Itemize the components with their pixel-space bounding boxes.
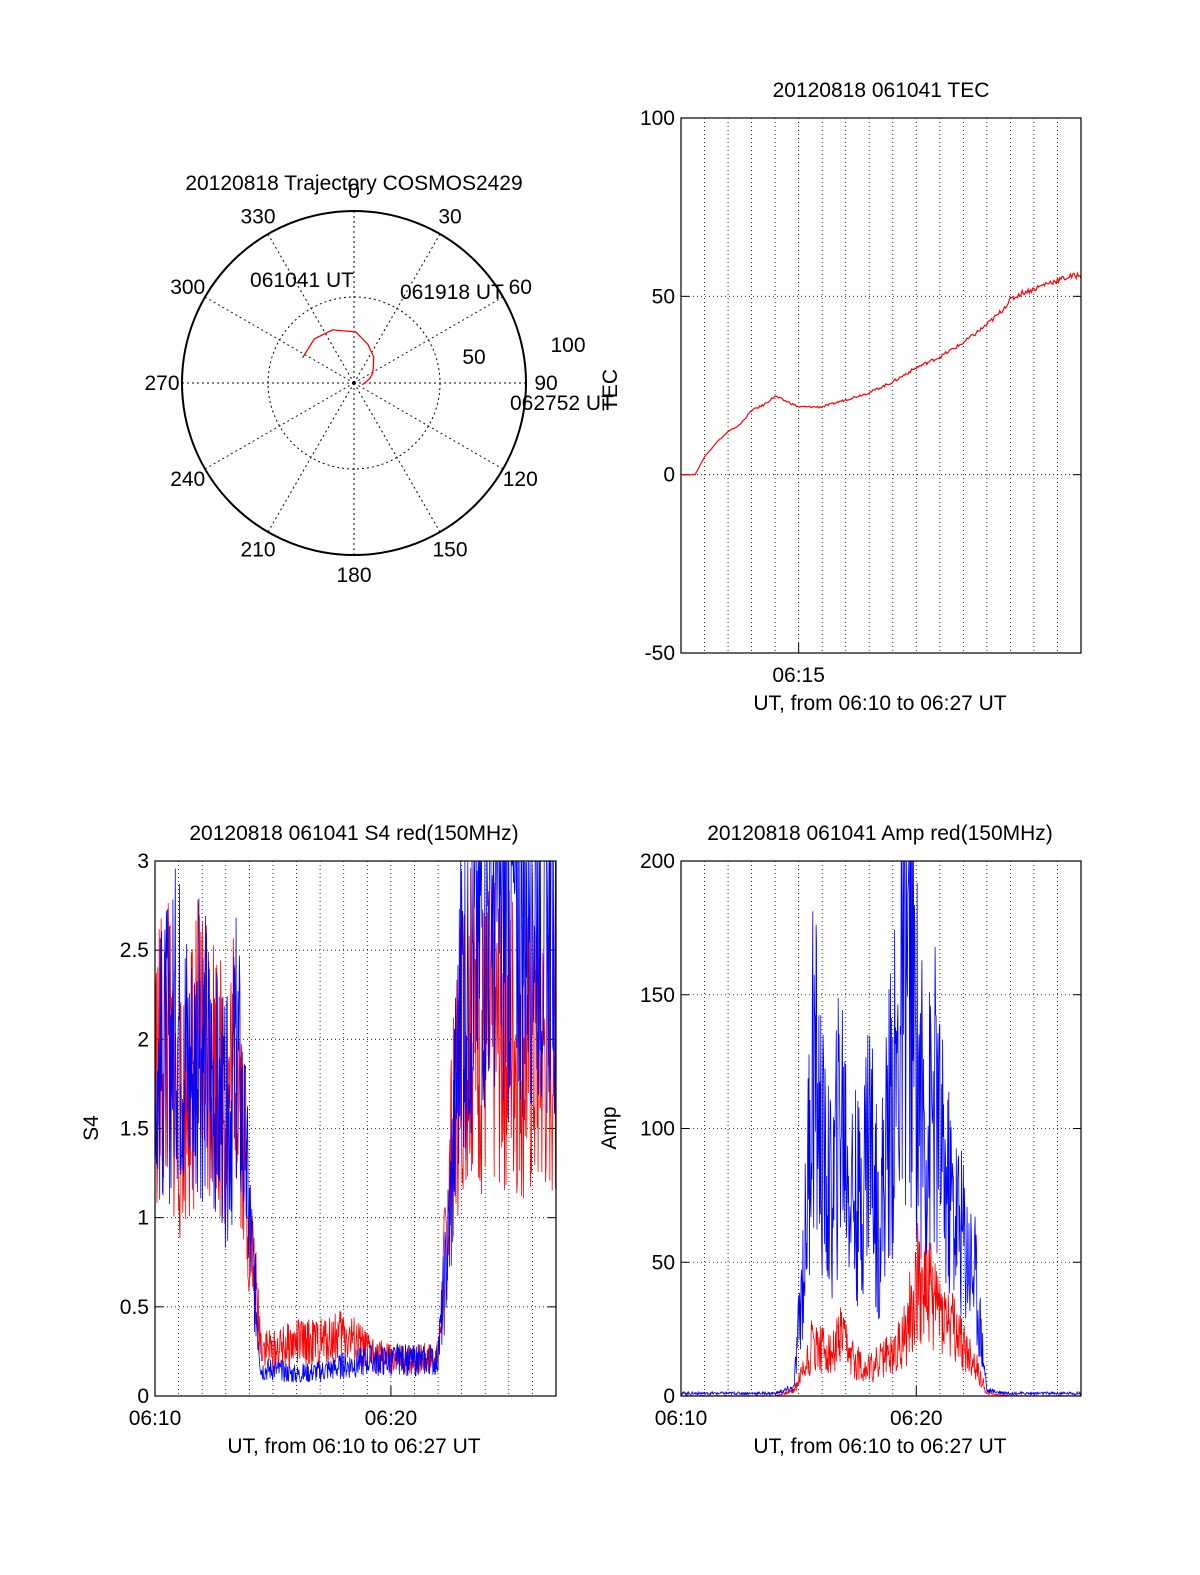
plot-frame <box>154 860 557 1397</box>
polar-grid <box>181 210 527 556</box>
series-line <box>680 860 1082 1397</box>
y-tick-label: 3 <box>137 850 149 873</box>
tec-panel: 20120818 061041 TEC -50 0 50 100 06:15 UT, f… <box>599 79 1082 715</box>
y-tick-label: 0 <box>137 1385 149 1408</box>
polar-angle-label: 240 <box>170 468 205 491</box>
polar-grid-spoke <box>353 296 504 384</box>
trajectory-time-label: 062752 UT <box>510 392 614 415</box>
polar-radial-labels: 50 100 <box>462 334 585 369</box>
x-tick-label: 06:20 <box>365 1407 418 1430</box>
amp-ylabel: Amp <box>598 1106 621 1149</box>
x-tick-label: 06:10 <box>655 1407 708 1430</box>
polar-grid-spoke <box>267 382 355 533</box>
s4-xlabel: UT, from 06:10 to 06:27 UT <box>227 1435 480 1458</box>
polar-angle-label: 90 <box>534 372 557 395</box>
polar-angle-label: 120 <box>503 468 538 491</box>
y-tick-label: 0 <box>663 464 675 487</box>
trajectory-time-label: 061918 UT <box>400 281 504 304</box>
polar-angle-label: 330 <box>240 206 275 229</box>
polar-angle-labels: 0 30 60 90 120 150 180 210 240 270 300 330 <box>144 180 557 587</box>
y-tick-label: 0 <box>663 1385 675 1408</box>
polar-angle-label: 150 <box>432 538 467 561</box>
polar-grid-spoke <box>267 233 355 384</box>
tec-plot-area: -50 0 50 100 06:15 <box>640 107 1082 687</box>
series-line <box>154 860 556 1383</box>
x-tick-label: 06:20 <box>890 1407 943 1430</box>
s4-title: 20120818 061041 S4 red(150MHz) <box>189 822 518 845</box>
amp-panel: 20120818 061041 Amp red(150MHz) 0 50 100 15… <box>598 822 1082 1458</box>
s4-ylabel: S4 <box>80 1115 103 1141</box>
y-tick-label: 100 <box>640 1118 675 1141</box>
polar-trajectory: 061041 UT 061918 UT 062752 UT <box>250 269 614 415</box>
y-tick-label: 1 <box>137 1207 149 1230</box>
y-tick-label: 100 <box>640 107 675 130</box>
series-line <box>154 867 557 1375</box>
s4-plot-area: 0 0.5 1 1.5 2 2.5 3 06:10 06:20 <box>120 850 557 1430</box>
amp-xlabel: UT, from 06:10 to 06:27 UT <box>753 1435 1006 1458</box>
polar-radial-label: 100 <box>550 334 585 357</box>
amp-plot-area: 0 50 100 150 200 06:10 06:20 <box>640 850 1082 1430</box>
polar-grid-spoke <box>353 382 504 470</box>
x-tick-label: 06:15 <box>772 664 825 687</box>
polar-angle-label: 60 <box>509 276 532 299</box>
y-tick-label: 1.5 <box>120 1118 149 1141</box>
polar-radial-label: 50 <box>462 346 485 369</box>
polar-angle-label: 30 <box>438 206 461 229</box>
polar-grid-spoke <box>353 382 441 533</box>
s4-panel: 20120818 061041 S4 red(150MHz) 0 0.5 1 1.5 2… <box>80 822 557 1458</box>
polar-grid-spoke <box>353 233 441 384</box>
polar-grid-spoke <box>204 296 355 384</box>
tec-title: 20120818 061041 TEC <box>773 79 990 102</box>
x-tick-label: 06:10 <box>129 1407 182 1430</box>
series-line <box>680 271 1082 476</box>
y-tick-label: 0.5 <box>120 1296 149 1319</box>
y-tick-label: -50 <box>645 642 675 665</box>
y-tick-label: 50 <box>652 285 675 308</box>
polar-trajectory-panel: 20120818 Trajectory COSMOS2429 0 30 60 90 12… <box>144 172 614 587</box>
polar-angle-label: 180 <box>336 564 371 587</box>
polar-angle-label: 270 <box>144 372 179 395</box>
y-tick-label: 2.5 <box>120 939 149 962</box>
tec-xlabel: UT, from 06:10 to 06:27 UT <box>753 692 1006 715</box>
plot-frame <box>680 117 1082 654</box>
trajectory-line <box>301 329 375 386</box>
trajectory-time-label: 061041 UT <box>250 269 354 292</box>
y-tick-label: 200 <box>640 850 675 873</box>
polar-grid-spoke <box>204 382 355 470</box>
polar-angle-label: 300 <box>170 276 205 299</box>
y-tick-label: 50 <box>652 1251 675 1274</box>
amp-title: 20120818 061041 Amp red(150MHz) <box>707 822 1053 845</box>
polar-angle-label: 0 <box>348 180 360 203</box>
y-tick-label: 150 <box>640 984 675 1007</box>
polar-title: 20120818 Trajectory COSMOS2429 <box>185 172 522 195</box>
tec-ylabel: TEC <box>599 369 622 411</box>
y-tick-label: 2 <box>137 1028 149 1051</box>
plot-frame <box>680 860 1082 1397</box>
polar-angle-label: 210 <box>240 538 275 561</box>
